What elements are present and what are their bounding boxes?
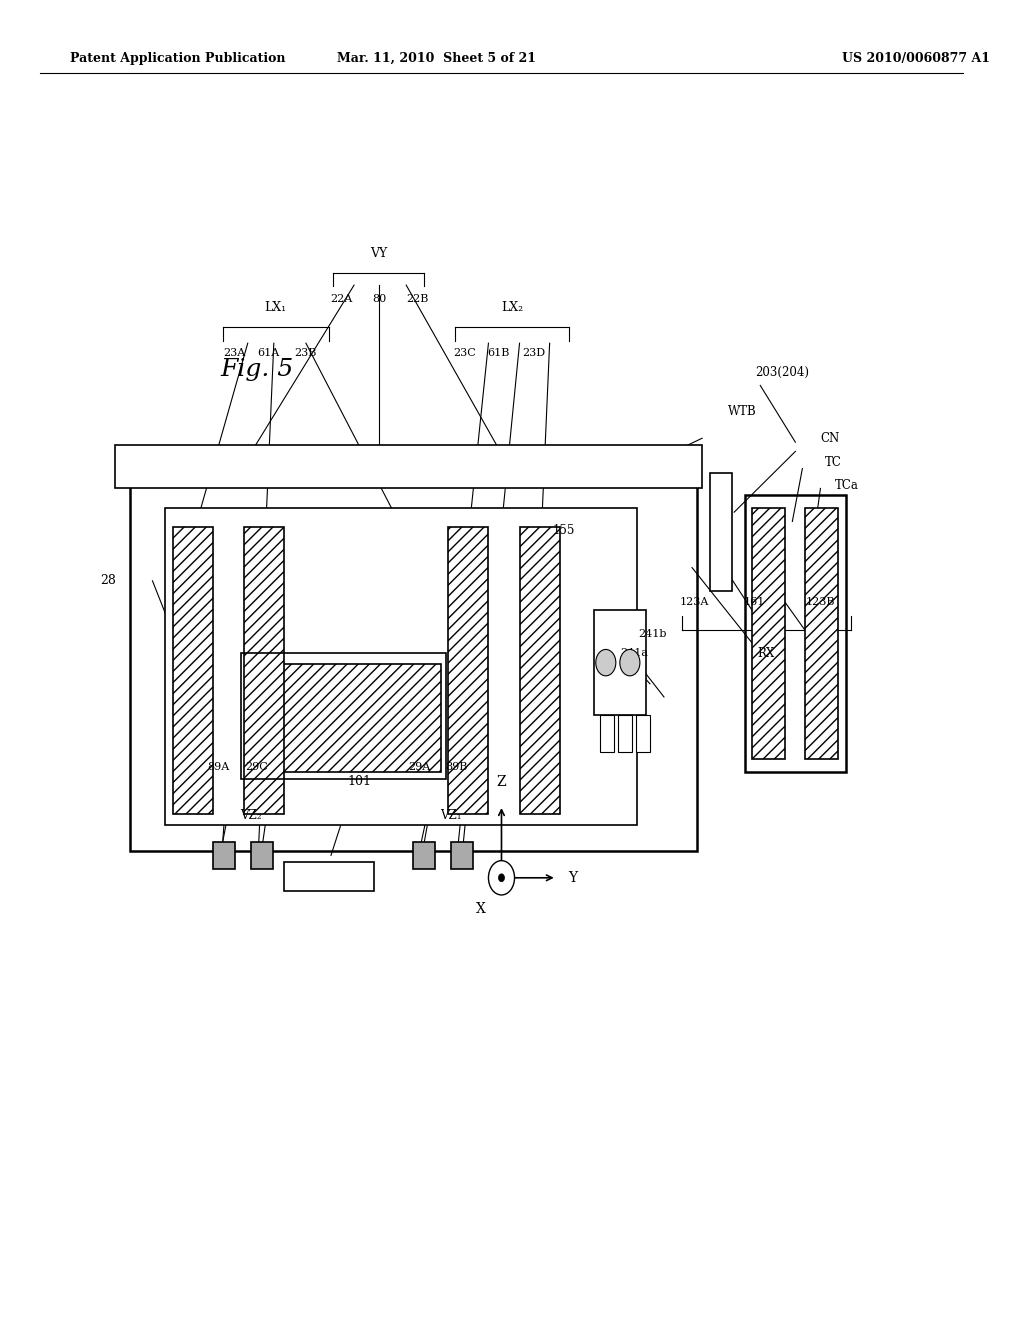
- Text: 29C: 29C: [246, 762, 268, 772]
- Bar: [284, 862, 374, 891]
- Bar: [745, 495, 846, 772]
- Text: 29A: 29A: [409, 762, 430, 772]
- Text: Y: Y: [568, 871, 578, 884]
- Text: 203(204): 203(204): [756, 366, 809, 379]
- Bar: [130, 449, 697, 851]
- Text: 241a: 241a: [620, 648, 648, 659]
- Bar: [246, 664, 441, 772]
- Text: 23C: 23C: [453, 348, 476, 359]
- Text: LX₂: LX₂: [501, 301, 523, 314]
- Text: Patent Application Publication: Patent Application Publication: [71, 51, 286, 65]
- Text: Fig. 5: Fig. 5: [220, 358, 294, 381]
- Circle shape: [620, 649, 640, 676]
- Text: WTB: WTB: [728, 405, 757, 418]
- Text: US 2010/0060877 A1: US 2010/0060877 A1: [843, 51, 990, 65]
- Text: 80: 80: [372, 294, 386, 305]
- Bar: [806, 508, 839, 759]
- Text: 123B: 123B: [806, 597, 836, 607]
- Text: 123A: 123A: [679, 597, 709, 607]
- Text: 101: 101: [347, 775, 371, 788]
- Bar: [166, 508, 637, 825]
- Text: X: X: [475, 902, 485, 916]
- Text: RX: RX: [758, 647, 775, 660]
- Text: LX₁: LX₁: [265, 301, 287, 314]
- Text: 61A: 61A: [258, 348, 280, 359]
- Circle shape: [596, 649, 615, 676]
- Text: VZ₂: VZ₂: [240, 809, 261, 822]
- Text: TC: TC: [824, 455, 842, 469]
- Text: 89A: 89A: [208, 762, 229, 772]
- Text: 28: 28: [100, 574, 117, 587]
- Bar: [449, 527, 488, 814]
- Text: Mar. 11, 2010  Sheet 5 of 21: Mar. 11, 2010 Sheet 5 of 21: [337, 51, 536, 65]
- Bar: [710, 473, 732, 591]
- Text: 61B: 61B: [487, 348, 510, 359]
- Text: TCa: TCa: [835, 479, 858, 492]
- Text: CN: CN: [820, 432, 840, 445]
- Text: 161: 161: [743, 597, 765, 607]
- Bar: [116, 445, 702, 488]
- Bar: [600, 715, 613, 752]
- Bar: [519, 527, 560, 814]
- Bar: [172, 527, 213, 814]
- Text: Z: Z: [497, 775, 506, 789]
- Bar: [594, 610, 646, 715]
- Text: 22B: 22B: [407, 294, 428, 305]
- Bar: [617, 715, 632, 752]
- Bar: [213, 842, 234, 869]
- Bar: [241, 653, 446, 779]
- Text: 89B: 89B: [445, 762, 468, 772]
- Text: VZ₁: VZ₁: [440, 809, 462, 822]
- Text: VY: VY: [370, 247, 387, 260]
- Bar: [251, 842, 272, 869]
- Bar: [753, 508, 785, 759]
- Text: 23A: 23A: [223, 348, 246, 359]
- Bar: [452, 842, 473, 869]
- Text: 23B: 23B: [295, 348, 317, 359]
- Text: 155: 155: [553, 524, 574, 537]
- Text: 23D: 23D: [522, 348, 545, 359]
- Bar: [244, 527, 284, 814]
- Circle shape: [488, 861, 514, 895]
- Circle shape: [499, 874, 505, 882]
- Text: 241b: 241b: [638, 628, 667, 639]
- Bar: [636, 715, 650, 752]
- Text: 22A: 22A: [330, 294, 352, 305]
- Bar: [414, 842, 435, 869]
